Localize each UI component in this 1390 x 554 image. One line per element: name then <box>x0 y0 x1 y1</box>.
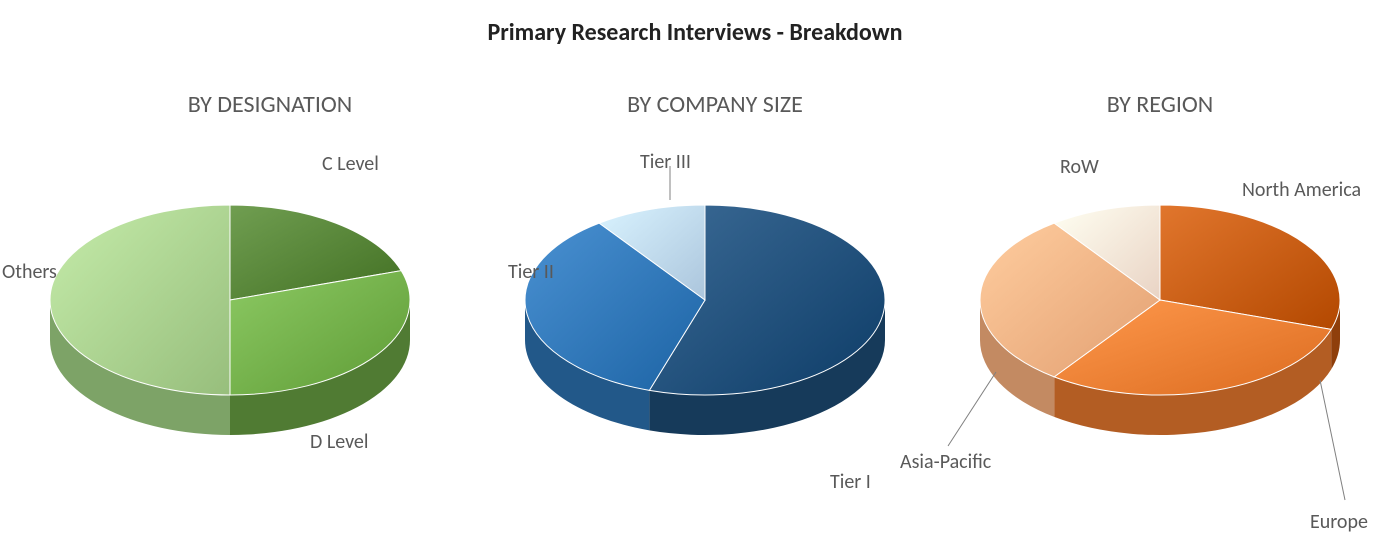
designation-label: D Level <box>310 430 368 454</box>
region-label: Asia-Pacific <box>900 450 991 474</box>
designation-title: BY DESIGNATION <box>140 90 400 119</box>
company_size-title: BY COMPANY SIZE <box>575 90 855 119</box>
region-pie <box>970 195 1350 445</box>
region-title: BY REGION <box>1060 90 1260 119</box>
designation-pie <box>40 195 420 445</box>
company_size-label: Tier II <box>508 260 554 284</box>
designation-label: C Level <box>322 152 379 176</box>
region-label: Europe <box>1310 510 1368 534</box>
designation-label: Others <box>2 260 57 284</box>
company_size-label: Tier I <box>830 470 871 494</box>
main-title: Primary Research Interviews - Breakdown <box>0 18 1390 47</box>
company_size-label: Tier III <box>640 150 691 174</box>
region-label: RoW <box>1060 155 1099 179</box>
company_size-pie <box>515 195 895 445</box>
region-label: North America <box>1242 178 1361 202</box>
